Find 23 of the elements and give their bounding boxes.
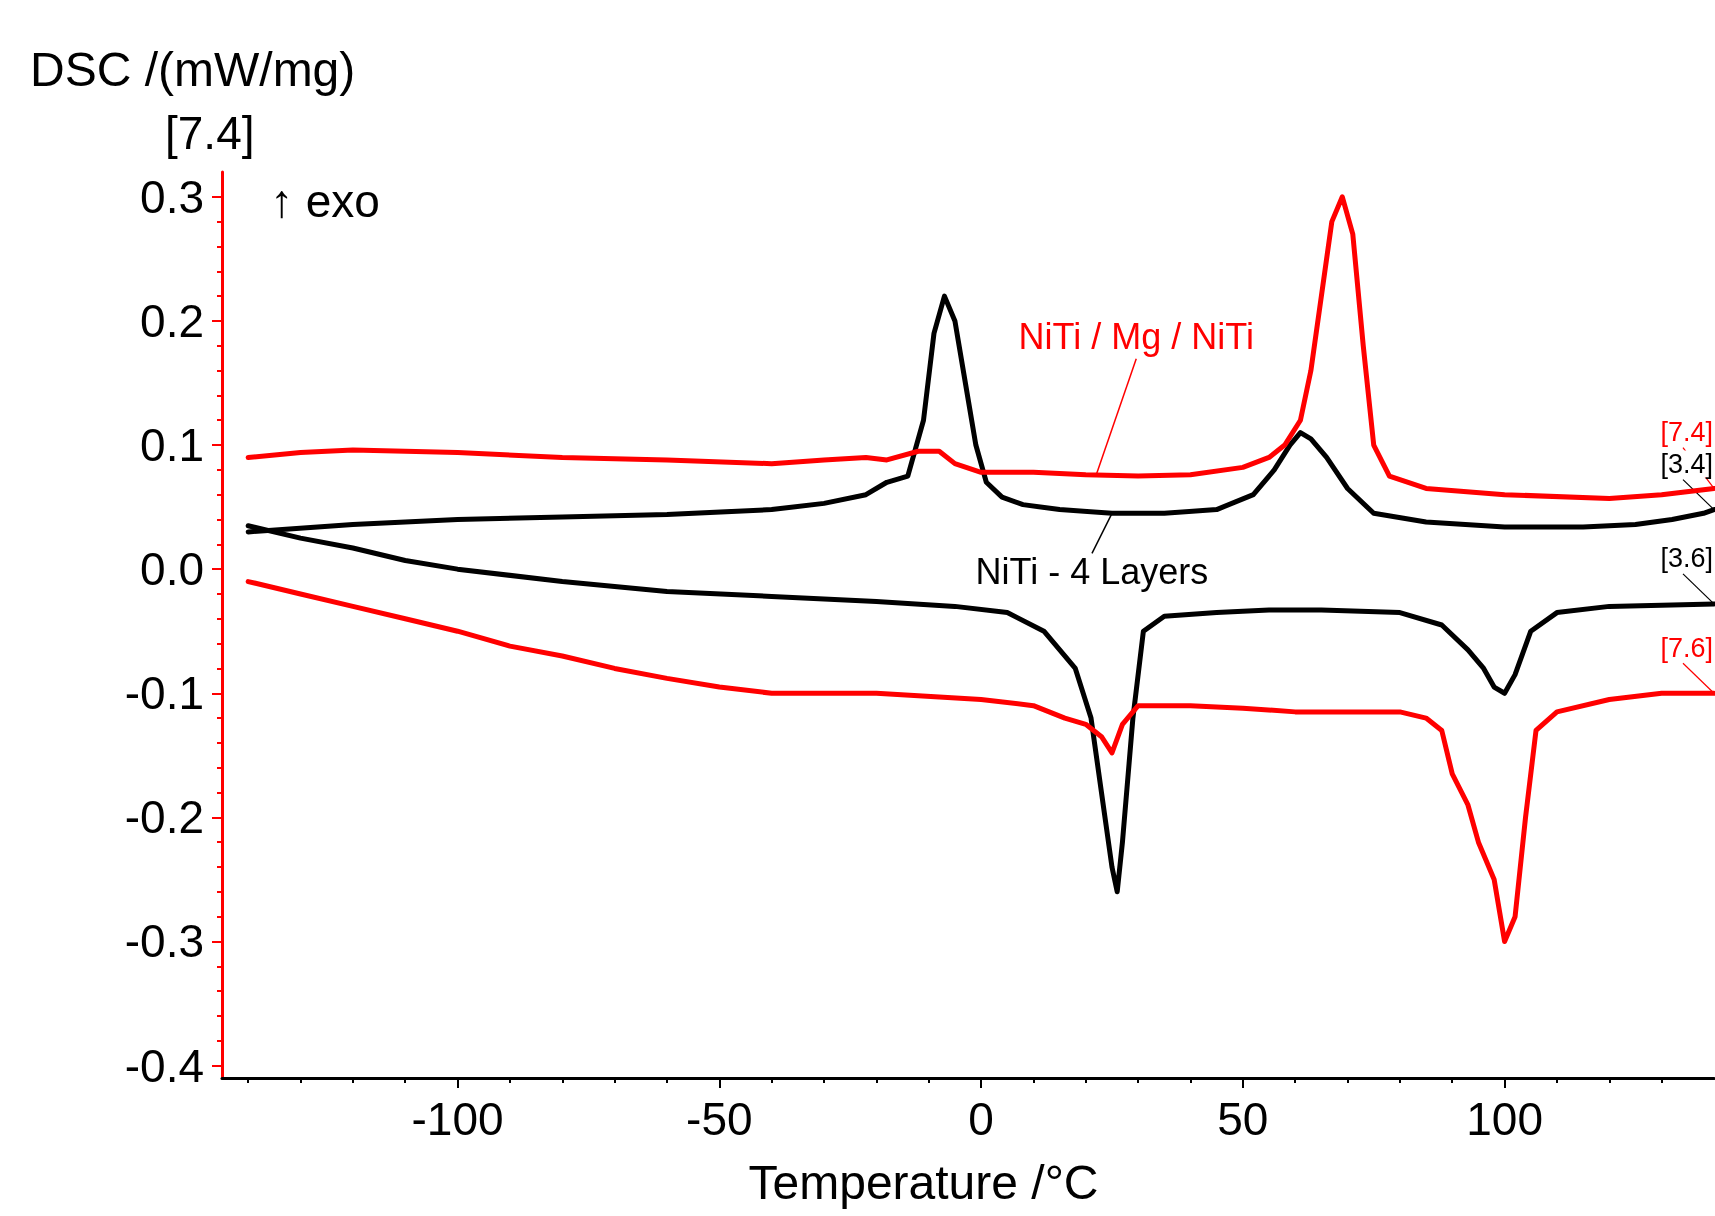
annotation: [3.4] (1660, 449, 1713, 480)
y-tick-label: 0.1 (140, 419, 204, 472)
annotation: ↑ exo (270, 175, 380, 227)
annotation: NiTi - 4 Layers (975, 550, 1209, 592)
y-tick-label: 0.2 (140, 294, 204, 347)
y-tick-label: -0.2 (124, 791, 204, 844)
y-tick-label: -0.3 (124, 915, 204, 968)
y-tick-label: -0.4 (124, 1039, 204, 1092)
x-tick-label: 0 (968, 1093, 994, 1145)
y-tick-label: -0.1 (124, 667, 204, 720)
x-tick-label: -50 (686, 1093, 753, 1145)
text: [7.4] (165, 107, 255, 159)
annotation: [7.6] (1660, 632, 1713, 663)
x-tick-label: 50 (1217, 1093, 1269, 1145)
y-tick-label: 0.3 (140, 170, 204, 223)
annotation: [7.4] (1660, 417, 1713, 448)
x-axis-title: Temperature /°C (748, 1155, 1099, 1209)
y-axis-title: DSC /(mW/mg) (30, 42, 356, 96)
annotation: NiTi / Mg / NiTi (1018, 316, 1254, 358)
x-tick-label: -100 (411, 1093, 504, 1145)
annotation: [3.6] (1660, 543, 1713, 574)
y-tick-label: 0.0 (140, 543, 204, 596)
x-tick-label: 100 (1466, 1093, 1543, 1145)
